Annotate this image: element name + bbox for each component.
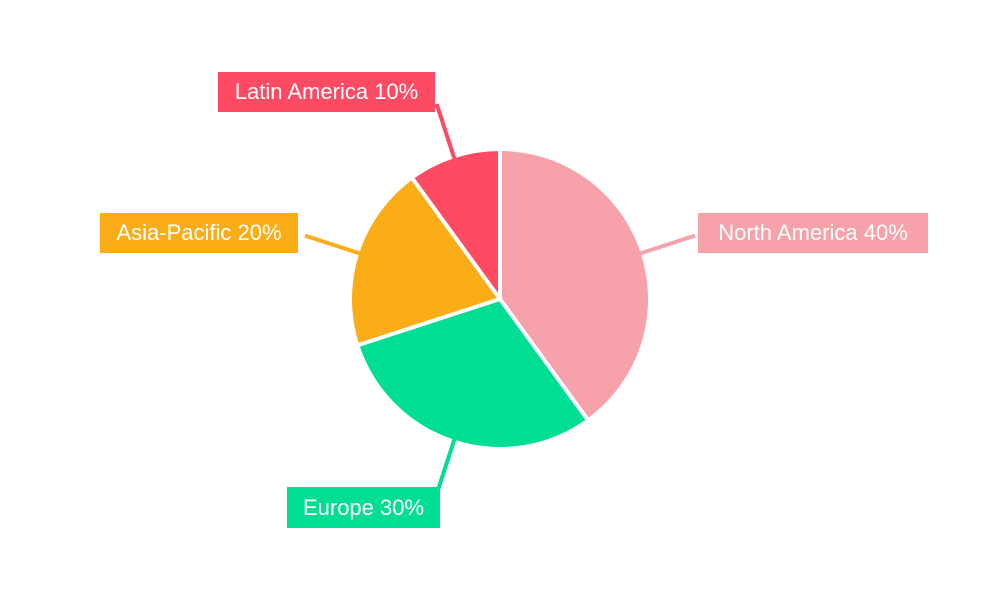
pie-slice-north-america[interactable] [500, 151, 649, 419]
callout-label-asia-pacific: Asia-Pacific 20% [100, 213, 298, 253]
callout-connector-europe [434, 435, 458, 495]
callout-label-europe: Europe 30% [287, 487, 440, 528]
callout-label-text: North America 40% [718, 220, 908, 245]
pie-slice-latin-america[interactable] [413, 151, 500, 299]
slice-gap-line [410, 176, 502, 301]
slice-gap-line [356, 297, 501, 348]
callout-connector-latin-america [434, 103, 458, 163]
slice-gap-line [498, 297, 590, 422]
callout-connector-north-america [636, 233, 696, 257]
callout-label-north-america: North America 40% [698, 213, 928, 253]
pie-slice-asia-pacific[interactable] [351, 179, 500, 345]
callout-label-text: Europe 30% [302, 494, 425, 520]
pie-slice-europe[interactable] [359, 299, 587, 448]
callout-label-text: Latin America 10% [234, 79, 419, 104]
callout-connector-asia-pacific [304, 233, 364, 257]
callout-label-latin-america: Latin America 10% [218, 72, 435, 112]
callout-label-text: Asia-Pacific 20% [116, 220, 282, 245]
